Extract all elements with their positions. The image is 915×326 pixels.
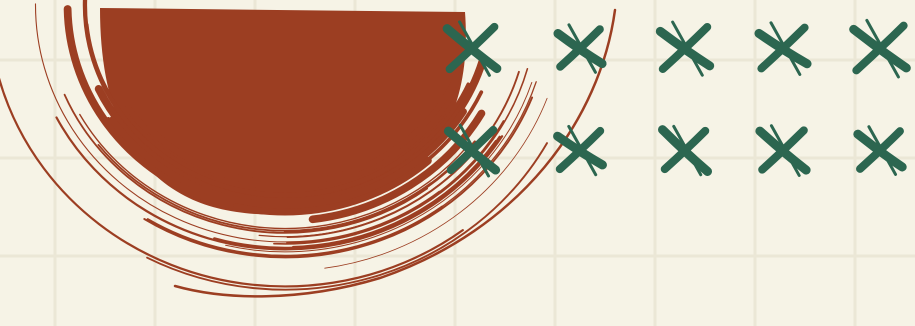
cross-icon (658, 124, 712, 177)
sun-brush-stroke (79, 113, 469, 230)
sun-brush-stroke (286, 70, 520, 239)
cross-icon (755, 124, 811, 177)
sun-brush-stroke (324, 97, 548, 269)
cross-icon (443, 123, 501, 178)
cross-icon (553, 23, 607, 74)
cross-icon (754, 21, 812, 76)
cross-stroke-c (458, 123, 491, 178)
cross-stroke-c (671, 20, 704, 77)
brush-stroke-cross-grid (442, 18, 911, 178)
sun-brush-stroke (108, 108, 467, 209)
cross-stroke-c (865, 18, 900, 79)
cross-icon (553, 124, 607, 177)
sun-brush-stroke (225, 82, 533, 253)
cross-stroke-c (458, 20, 491, 77)
cross-icon (442, 20, 502, 77)
sun-brush-stroke (291, 140, 498, 249)
sun-brush-stroke (63, 93, 428, 234)
sun-brush-stroke (233, 176, 405, 214)
sun-brush-stroke (0, 77, 464, 288)
sun-outer-curl (173, 8, 617, 298)
sun-brush-stroke (356, 57, 484, 189)
cross-stroke-c (769, 124, 801, 177)
sun-brush-stroke (97, 143, 432, 232)
sun-brush-stroke (145, 66, 464, 187)
sun-brush-stroke (273, 68, 529, 245)
sun-brush-stroke (55, 116, 504, 251)
sun-brush-stroke (82, 0, 416, 198)
sun-brush-stroke (34, 3, 440, 243)
cross-stroke-c (769, 21, 802, 76)
cross-stroke-c (867, 125, 898, 176)
cross-icon (849, 18, 911, 79)
cross-icon (853, 125, 907, 176)
sun-brush-strokes (0, 0, 548, 291)
sun-brush-stroke (146, 142, 548, 291)
cross-stroke-c (567, 124, 598, 177)
cross-stroke-c (672, 124, 703, 177)
cross-stroke-b (852, 21, 908, 75)
sun-brush-stroke (255, 95, 454, 191)
cross-icon (655, 20, 715, 77)
brush-stroke-sun-icon (0, 0, 617, 298)
sun-brush-stroke (146, 205, 444, 258)
cross-stroke-c (567, 23, 597, 74)
sun-brush-stroke (108, 106, 394, 203)
sun-brush-stroke (286, 120, 505, 245)
